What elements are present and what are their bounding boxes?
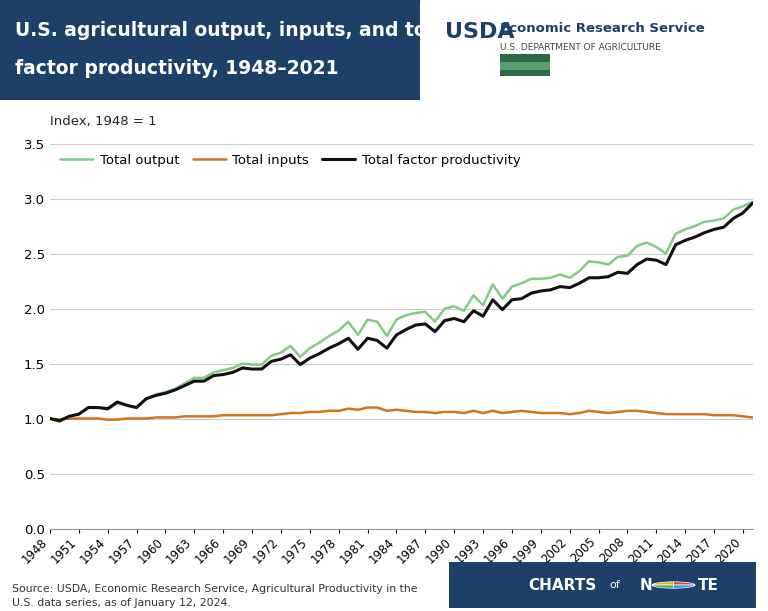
Wedge shape — [674, 585, 695, 588]
Wedge shape — [652, 585, 674, 588]
Text: factor productivity, 1948–2021: factor productivity, 1948–2021 — [15, 59, 339, 78]
Total inputs — [700, 411, 709, 418]
Text: of: of — [609, 580, 620, 590]
Text: Index, 1948 = 1: Index, 1948 = 1 — [50, 115, 157, 128]
Total factor productivity — [55, 417, 65, 425]
Total factor productivity — [45, 415, 55, 422]
Text: Source: USDA, Economic Research Service, Agricultural Productivity in the
U.S. d: Source: USDA, Economic Research Service,… — [12, 584, 417, 608]
Total output — [55, 418, 65, 425]
Total inputs — [209, 412, 218, 420]
Total output — [286, 342, 295, 349]
Line: Total output: Total output — [50, 202, 753, 422]
Total factor productivity — [748, 199, 757, 207]
Bar — [500, 62, 550, 70]
Line: Total factor productivity: Total factor productivity — [50, 203, 753, 421]
Text: USDA: USDA — [445, 22, 515, 42]
Total factor productivity — [449, 315, 458, 322]
FancyBboxPatch shape — [440, 561, 766, 609]
Total inputs — [55, 416, 65, 423]
Bar — [500, 54, 550, 76]
Total inputs — [449, 408, 458, 415]
Total factor productivity — [200, 378, 209, 385]
Total output — [440, 305, 449, 312]
Total output — [45, 415, 55, 422]
Total factor productivity — [690, 233, 700, 241]
Total output — [200, 374, 209, 381]
Text: Economic Research Service: Economic Research Service — [500, 21, 705, 34]
Text: TE: TE — [698, 577, 719, 593]
Text: U.S. DEPARTMENT OF AGRICULTURE: U.S. DEPARTMENT OF AGRICULTURE — [500, 43, 660, 53]
Text: CHARTS: CHARTS — [528, 577, 597, 593]
Text: N: N — [640, 577, 653, 593]
Total inputs — [363, 404, 372, 411]
Total output — [449, 302, 458, 310]
Total inputs — [459, 409, 468, 417]
Line: Total inputs: Total inputs — [50, 408, 753, 420]
Total factor productivity — [440, 317, 449, 324]
Total output — [209, 368, 218, 376]
Total factor productivity — [209, 372, 218, 379]
Legend: Total output, Total inputs, Total factor productivity: Total output, Total inputs, Total factor… — [57, 150, 525, 171]
Total inputs — [286, 409, 295, 417]
Total output — [748, 198, 757, 205]
Text: U.S. agricultural output, inputs, and total: U.S. agricultural output, inputs, and to… — [15, 21, 455, 40]
Total output — [690, 222, 700, 230]
Total inputs — [200, 412, 209, 420]
Total inputs — [748, 414, 757, 421]
Total inputs — [45, 415, 55, 422]
Wedge shape — [674, 582, 695, 585]
Wedge shape — [652, 582, 674, 585]
Total factor productivity — [286, 351, 295, 359]
FancyBboxPatch shape — [420, 0, 768, 103]
